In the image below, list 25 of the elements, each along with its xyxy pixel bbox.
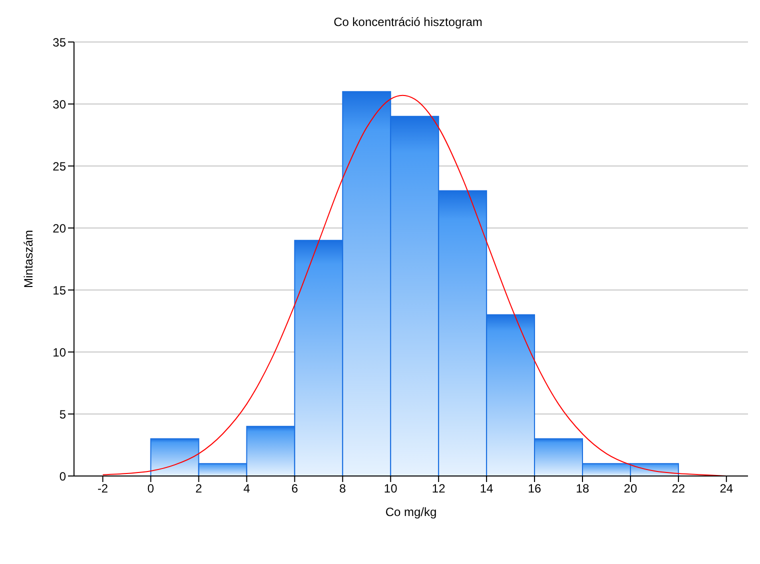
x-tick-label: 14 [480, 482, 494, 496]
x-tick-label: 22 [672, 482, 686, 496]
x-tick-label: 4 [243, 482, 250, 496]
y-tick-label: 35 [52, 35, 66, 50]
y-tick-label: 25 [52, 159, 66, 174]
x-tick-label: 10 [384, 482, 398, 496]
x-tick-label: 12 [432, 482, 446, 496]
x-tick-label: 6 [291, 482, 298, 496]
y-tick-label: 0 [59, 469, 66, 484]
y-tick-label: 10 [52, 345, 66, 360]
x-tick-label: 24 [720, 482, 734, 496]
x-tick-label: 8 [339, 482, 346, 496]
y-tick-label: 30 [52, 97, 66, 112]
x-tick-label: 20 [624, 482, 638, 496]
y-axis-title: Mintaszám [21, 230, 36, 288]
x-tick-label: 18 [576, 482, 590, 496]
y-tick-label: 20 [52, 221, 66, 236]
x-tick-label: 0 [147, 482, 154, 496]
x-tick-label: -2 [97, 482, 108, 496]
chart-title: Co koncentráció hisztogram [334, 15, 482, 29]
x-axis-title: Co mg/kg [385, 505, 437, 519]
x-tick-label: 2 [195, 482, 202, 496]
y-tick-label: 15 [52, 283, 66, 298]
y-tick-label: 5 [59, 407, 66, 422]
x-tick-label: 16 [528, 482, 542, 496]
